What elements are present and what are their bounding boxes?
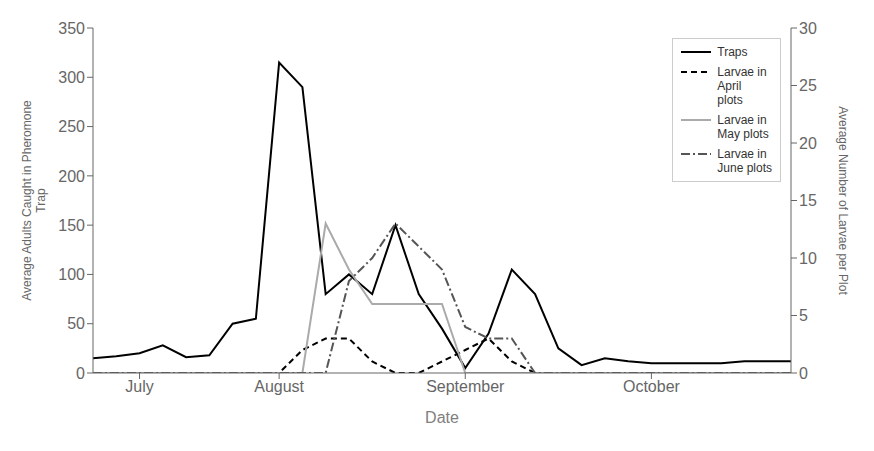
svg-text:Date: Date xyxy=(425,409,459,426)
html-text:Larvae in April plots: Larvae in April plots xyxy=(717,65,767,107)
svg-text:Average Adults Caught in Phero: Average Adults Caught in PheromoneTrap xyxy=(20,100,48,301)
svg-text:10: 10 xyxy=(799,250,817,267)
svg-text:15: 15 xyxy=(799,192,817,209)
html-text:Larvae in June plots: Larvae in June plots xyxy=(717,147,772,175)
svg-text:350: 350 xyxy=(58,20,85,37)
svg-text:September: September xyxy=(426,378,505,395)
svg-text:0: 0 xyxy=(799,365,808,382)
svg-text:5: 5 xyxy=(799,307,808,324)
html-text:Traps: Traps xyxy=(717,45,748,59)
svg-text:20: 20 xyxy=(799,135,817,152)
svg-text:200: 200 xyxy=(58,168,85,185)
html-text:Larvae in May plots: Larvae in May plots xyxy=(717,113,769,141)
svg-text:100: 100 xyxy=(58,266,85,283)
svg-text:300: 300 xyxy=(58,69,85,86)
svg-text:October: October xyxy=(623,378,681,395)
svg-text:30: 30 xyxy=(799,20,817,37)
svg-text:July: July xyxy=(125,378,153,395)
svg-text:250: 250 xyxy=(58,118,85,135)
svg-text:25: 25 xyxy=(799,77,817,94)
svg-text:150: 150 xyxy=(58,217,85,234)
svg-text:Average Number of Larvae per P: Average Number of Larvae per Plot xyxy=(836,106,850,295)
svg-text:0: 0 xyxy=(76,365,85,382)
svg-text:50: 50 xyxy=(67,315,85,332)
svg-text:August: August xyxy=(254,378,304,395)
